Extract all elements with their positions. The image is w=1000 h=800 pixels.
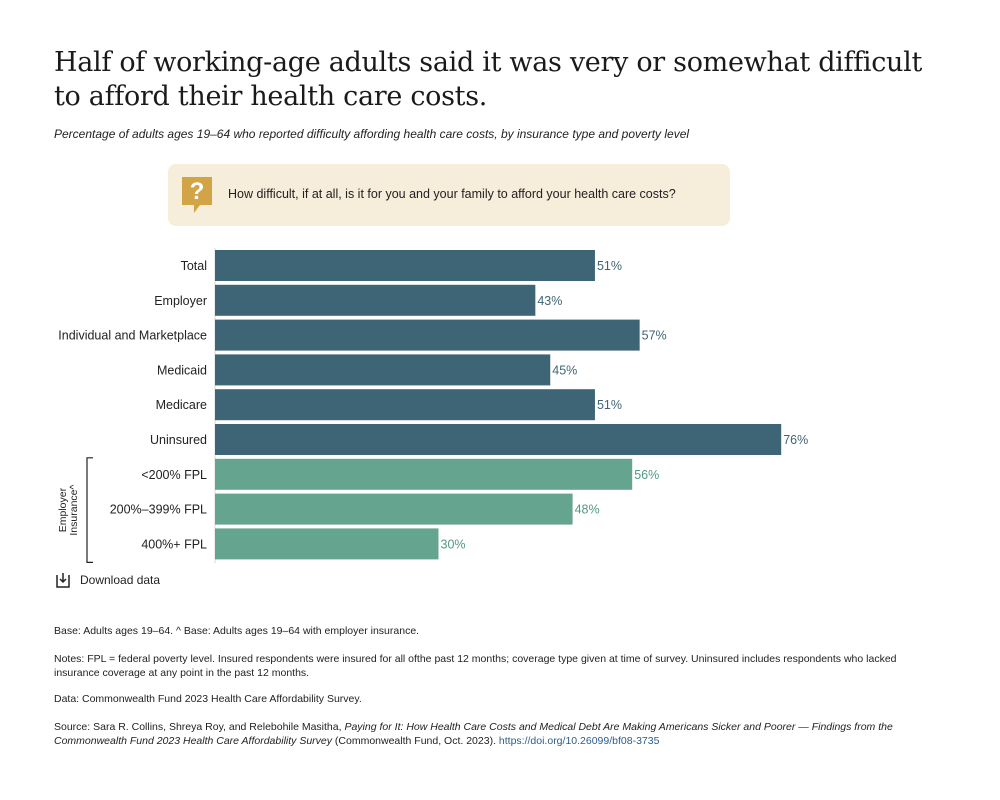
svg-text:Insurance^: Insurance^ <box>68 485 80 536</box>
survey-question-box: ? How difficult, if at all, is it for yo… <box>168 164 730 226</box>
download-data-button[interactable]: Download data <box>56 572 160 588</box>
source-prefix: Source: Sara R. Collins, Shreya Roy, and… <box>54 721 345 733</box>
footnote-notes: Notes: FPL = federal poverty level. Insu… <box>54 653 897 679</box>
survey-question-text: How difficult, if at all, is it for you … <box>228 187 676 201</box>
bar-6 <box>215 458 633 490</box>
bar-7 <box>215 493 573 525</box>
download-data-label: Download data <box>80 573 161 587</box>
value-label-8: 30% <box>441 537 466 551</box>
value-label-5: 76% <box>783 433 808 447</box>
bar-4 <box>215 389 595 421</box>
category-label-3: Medicaid <box>157 363 207 377</box>
question-bubble-icon: ? <box>182 177 212 213</box>
employer-group-bracket <box>86 457 93 563</box>
bar-5 <box>215 424 782 455</box>
source-suffix: (Commonwealth Fund, Oct. 2023). <box>332 735 499 747</box>
value-label-0: 51% <box>597 259 622 273</box>
value-label-4: 51% <box>597 398 622 412</box>
svg-text:?: ? <box>190 178 205 205</box>
category-label-0: Total <box>181 259 207 273</box>
category-label-7: 200%–399% FPL <box>110 503 207 517</box>
category-label-5: Uninsured <box>150 433 207 447</box>
bar-0 <box>215 250 595 281</box>
svg-text:Employer: Employer <box>57 487 69 532</box>
footnote-base: Base: Adults ages 19–64. ^ Base: Adults … <box>54 625 420 637</box>
bar-2 <box>215 319 640 351</box>
value-label-1: 43% <box>537 294 562 308</box>
download-icon <box>56 573 70 588</box>
source-title: Paying for It: How Health Care Costs and… <box>54 721 893 747</box>
category-label-2: Individual and Marketplace <box>58 329 207 343</box>
chart-subtitle: Percentage of adults ages 19–64 who repo… <box>54 127 690 141</box>
value-label-2: 57% <box>642 329 667 343</box>
footnote-data: Data: Commonwealth Fund 2023 Health Care… <box>54 693 362 705</box>
category-label-8: 400%+ FPL <box>141 537 207 551</box>
category-label-4: Medicare <box>156 398 207 412</box>
bar-chart: Total 51% Employer 43% Individual and Market… <box>57 248 808 564</box>
value-label-6: 56% <box>634 468 659 482</box>
category-label-6: <200% FPL <box>141 468 207 482</box>
employer-group-label: Employer Insurance^ <box>57 485 80 536</box>
source-doi-link[interactable]: https://doi.org/10.26099/bf08-3735 <box>498 735 660 747</box>
value-label-3: 45% <box>552 363 577 377</box>
category-label-1: Employer <box>154 294 207 308</box>
chart-title: Half of working-age adults said it was v… <box>54 47 923 112</box>
bar-3 <box>215 354 551 386</box>
value-label-7: 48% <box>575 503 600 517</box>
bar-8 <box>215 528 439 560</box>
footnote-source: Source: Sara R. Collins, Shreya Roy, and… <box>54 720 934 748</box>
bar-1 <box>215 284 536 316</box>
